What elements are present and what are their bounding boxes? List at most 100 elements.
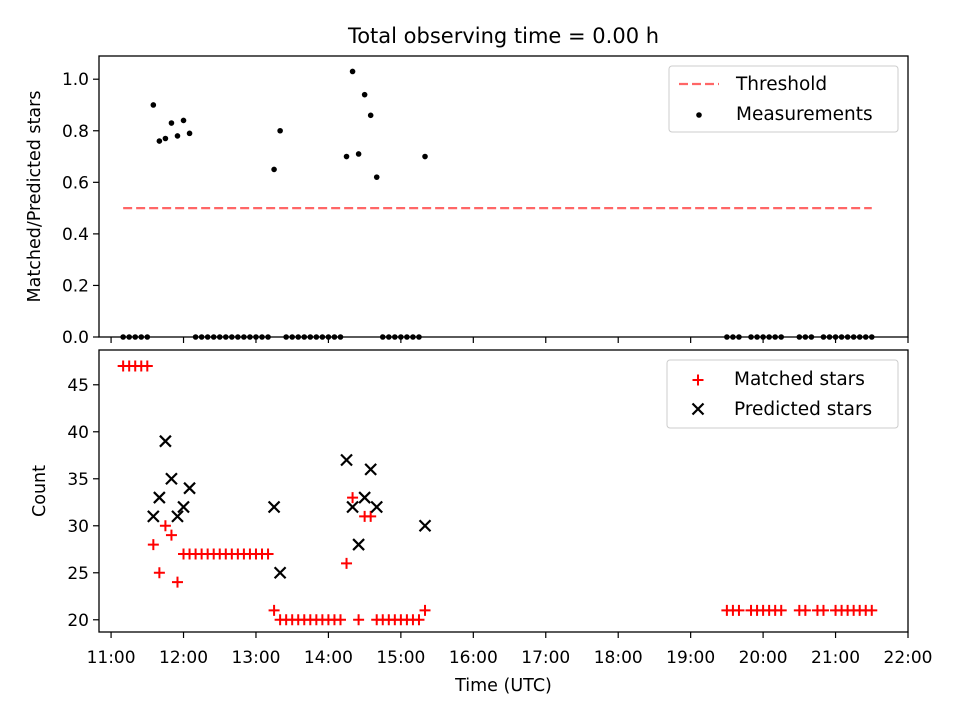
predicted-star-point bbox=[418, 519, 432, 533]
x-tick-label: 22:00 bbox=[884, 648, 933, 668]
matched-star-point bbox=[419, 604, 431, 616]
measurement-point bbox=[180, 117, 187, 124]
top-y-tick-label: 0.8 bbox=[62, 122, 89, 142]
measurement-point bbox=[349, 68, 356, 75]
top-y-ticks: 0.0 0.2 0.4 0.6 0.8 1.0 bbox=[62, 70, 99, 348]
bottom-data-marks bbox=[117, 360, 878, 626]
top-y-tick-label: 0.6 bbox=[62, 173, 89, 193]
matched-star-point bbox=[347, 492, 359, 504]
top-panel: 0.0 0.2 0.4 0.6 0.8 1.0 Matched/Predicted sta… bbox=[25, 55, 909, 348]
predicted-star-point bbox=[159, 434, 172, 448]
bottom-y-axis-label: Count bbox=[30, 465, 50, 517]
bottom-y-tick-label: 35 bbox=[67, 470, 89, 490]
top-y-tick-label: 0.2 bbox=[62, 276, 89, 296]
measurements-legend-label: Measurements bbox=[736, 104, 873, 125]
matched-star-point bbox=[817, 604, 829, 616]
predicted-star-point bbox=[267, 500, 281, 514]
matched-star-point bbox=[165, 529, 177, 541]
bottom-y-tick-label: 20 bbox=[67, 611, 89, 631]
predicted-star-point bbox=[352, 538, 365, 551]
x-tick-label: 14:00 bbox=[304, 648, 353, 668]
bottom-y-tick-label: 25 bbox=[67, 564, 89, 584]
x-tick-label: 17:00 bbox=[521, 648, 570, 668]
matched-legend-swatch bbox=[692, 374, 704, 386]
top-y-axis-label: Matched/Predicted stars bbox=[25, 91, 45, 303]
measurement-point bbox=[361, 91, 368, 98]
top-axes-frame bbox=[98, 55, 909, 338]
measurement-point bbox=[367, 112, 374, 119]
predicted-legend-swatch bbox=[691, 402, 705, 416]
measurement-point bbox=[355, 151, 362, 157]
x-axis-label: Time (UTC) bbox=[454, 676, 552, 696]
measurement-point bbox=[150, 102, 157, 108]
bottom-y-tick-label: 30 bbox=[67, 517, 89, 537]
matched-star-point bbox=[268, 604, 280, 616]
matched-star-point bbox=[141, 360, 153, 372]
bottom-x-ticks: 11:00 12:00 13:00 14:00 15:00 16:00 17:00 18:00… bbox=[87, 632, 933, 668]
bottom-y-ticks: 20 25 30 35 40 45 bbox=[67, 376, 99, 631]
matched-star-point bbox=[147, 539, 159, 551]
bottom-y-tick-label: 40 bbox=[67, 423, 89, 443]
predicted-star-point bbox=[177, 500, 190, 514]
predicted-star-point bbox=[370, 500, 383, 514]
bottom-legend-box bbox=[666, 359, 899, 429]
matched-star-point bbox=[341, 557, 353, 569]
top-y-tick-label: 1.0 bbox=[62, 70, 89, 90]
bottom-y-tick-label: 45 bbox=[67, 376, 89, 396]
matched-star-point bbox=[159, 520, 171, 532]
predicted-star-point bbox=[364, 463, 377, 476]
matched-legend-label: Matched stars bbox=[734, 369, 865, 390]
predicted-star-point bbox=[165, 472, 178, 486]
measurement-point bbox=[343, 153, 350, 160]
x-tick-label: 20:00 bbox=[739, 648, 788, 668]
matched-star-point bbox=[365, 510, 377, 522]
measurement-point bbox=[162, 135, 169, 142]
predicted-legend-marker bbox=[691, 402, 705, 416]
predicted-star-point bbox=[346, 500, 359, 514]
bottom-legend: Matched stars Predicted stars bbox=[666, 359, 899, 429]
measurement-point bbox=[186, 130, 193, 137]
matched-star-point bbox=[799, 604, 811, 616]
x-tick-label: 13:00 bbox=[231, 648, 280, 668]
predicted-legend-label: Predicted stars bbox=[734, 399, 872, 420]
bottom-axes-frame bbox=[98, 349, 909, 633]
predicted-star-point bbox=[147, 510, 160, 523]
x-tick-label: 19:00 bbox=[666, 648, 715, 668]
chart-title: Total observing time = 0.00 h bbox=[347, 24, 659, 48]
top-y-tick-label: 0.4 bbox=[62, 225, 89, 245]
predicted-star-point bbox=[153, 491, 166, 504]
x-tick-label: 15:00 bbox=[376, 648, 425, 668]
matched-star-point bbox=[775, 604, 787, 616]
predicted-star-point bbox=[183, 481, 196, 495]
matched-legend-marker bbox=[692, 374, 704, 386]
x-tick-label: 16:00 bbox=[449, 648, 498, 668]
matched-star-point bbox=[334, 614, 346, 626]
predicted-star-point bbox=[171, 510, 184, 523]
top-y-tick-label: 0.0 bbox=[62, 328, 89, 348]
matched-star-point bbox=[153, 567, 165, 579]
measurements-legend-swatch bbox=[696, 112, 702, 118]
matched-star-point bbox=[413, 614, 425, 626]
measurement-point bbox=[168, 120, 175, 126]
predicted-star-point bbox=[340, 453, 353, 467]
top-legend: Threshold Measurements bbox=[668, 65, 899, 133]
matched-star-point bbox=[262, 548, 274, 560]
bottom-panel: 20 25 30 35 40 45 11:00 12:00 13:00 14:00 15:00 16… bbox=[30, 349, 933, 696]
x-tick-label: 12:00 bbox=[159, 648, 208, 668]
matched-star-point bbox=[733, 604, 745, 616]
threshold-legend-label: Threshold bbox=[735, 74, 827, 95]
matched-star-point bbox=[353, 614, 365, 626]
matched-star-point bbox=[171, 576, 183, 588]
top-legend-box bbox=[668, 65, 899, 133]
matched-star-point bbox=[866, 604, 878, 616]
x-tick-label: 11:00 bbox=[87, 648, 136, 668]
predicted-star-point bbox=[358, 491, 371, 504]
measurement-point bbox=[271, 166, 277, 173]
measurement-point bbox=[174, 133, 181, 139]
measurement-point bbox=[277, 127, 283, 134]
top-data-marks bbox=[120, 68, 875, 340]
x-tick-label: 21:00 bbox=[811, 648, 860, 668]
predicted-star-point bbox=[273, 566, 287, 580]
measurement-point bbox=[373, 174, 380, 180]
